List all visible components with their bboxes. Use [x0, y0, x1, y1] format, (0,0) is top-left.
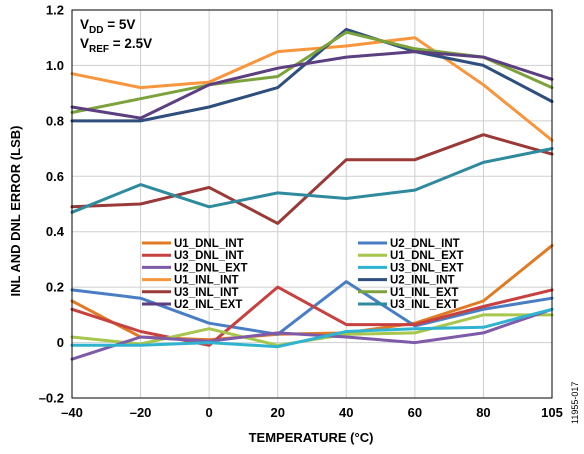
- x-tick-label: –40: [61, 405, 83, 420]
- y-tick-label: 0.8: [46, 113, 64, 128]
- vdd-sub: DD: [89, 25, 103, 36]
- series-line-u2-inl-int: [70, 27, 554, 123]
- y-tick-label: 1.2: [46, 3, 64, 18]
- x-tick-label: 40: [339, 405, 353, 420]
- legend-entry: U2_INL_EXT: [174, 299, 242, 311]
- vref-main: V: [80, 36, 89, 51]
- y-tick-label: –0.2: [39, 391, 64, 406]
- x-tick-label: 0: [206, 405, 213, 420]
- svg-text:VREF = 2.5V: VREF = 2.5V: [80, 36, 152, 55]
- series-line-u1-dnl-ext: [70, 313, 554, 347]
- legend-entry: U3_INL_INT: [174, 287, 239, 299]
- y-tick-label: 1.0: [46, 58, 64, 73]
- series-line-u2-inl-ext: [70, 50, 554, 120]
- vdd-rest: = 5V: [103, 17, 135, 32]
- x-tick-label: 80: [476, 405, 490, 420]
- annotation-vdd: VDD = 5V: [80, 17, 135, 36]
- series-line-u2-dnl-ext: [70, 307, 554, 361]
- legend-entry: U2_DNL_INT: [390, 238, 460, 250]
- x-tick-label: –20: [130, 405, 152, 420]
- x-tick-label: 60: [408, 405, 422, 420]
- series-line-u3-inl-int: [70, 133, 554, 225]
- legend-entry: U1_INL_EXT: [390, 287, 458, 299]
- x-axis-label: TEMPERATURE (°C): [249, 430, 374, 445]
- legend-entry: U3_INL_EXT: [390, 299, 458, 311]
- y-tick-label: 0.4: [46, 224, 65, 239]
- legend-entry: U1_DNL_EXT: [390, 250, 464, 262]
- y-axis-label: INL AND DNL ERROR (LSB): [8, 126, 23, 297]
- series-line-u3-dnl-ext: [70, 307, 554, 349]
- legend-entry: U1_INL_INT: [174, 275, 239, 287]
- legend-entry: U3_DNL_INT: [174, 250, 244, 262]
- tick-labels: –0.2 0 0.2 0.4 0.6 0.8 1.0 1.2 –40 –20 0 20 40 60 80 10…: [39, 3, 563, 421]
- legend-entry: U1_DNL_INT: [174, 238, 244, 250]
- vref-sub: REF: [89, 44, 109, 55]
- series-line-u2-dnl-int: [70, 280, 554, 336]
- annotation-vref: VREF = 2.5V: [80, 36, 152, 55]
- figure-id: 11955-017: [570, 382, 580, 424]
- legend-entry: U3_DNL_EXT: [390, 262, 464, 274]
- vref-rest: = 2.5V: [109, 36, 152, 51]
- series-line-u1-inl-int: [70, 36, 554, 142]
- y-tick-label: 0: [57, 335, 64, 350]
- legend: U1_DNL_INT U2_DNL_INT U3_DNL_INT U1_DNL_EXT…: [142, 238, 464, 311]
- plot-frame: [71, 9, 553, 399]
- series-line-u3-dnl-int: [70, 285, 554, 347]
- series-lines: [70, 27, 554, 361]
- y-tick-label: 0.6: [46, 169, 64, 184]
- y-tick-label: 0.2: [46, 280, 64, 295]
- x-tick-label: 105: [541, 405, 563, 420]
- x-tick-label: 20: [270, 405, 284, 420]
- legend-entry: U2_INL_INT: [390, 275, 455, 287]
- svg-text:VDD = 5V: VDD = 5V: [80, 17, 135, 36]
- vdd-main: V: [80, 17, 89, 32]
- series-line-u3-inl-ext: [70, 147, 554, 214]
- legend-entry: U2_DNL_EXT: [174, 262, 248, 274]
